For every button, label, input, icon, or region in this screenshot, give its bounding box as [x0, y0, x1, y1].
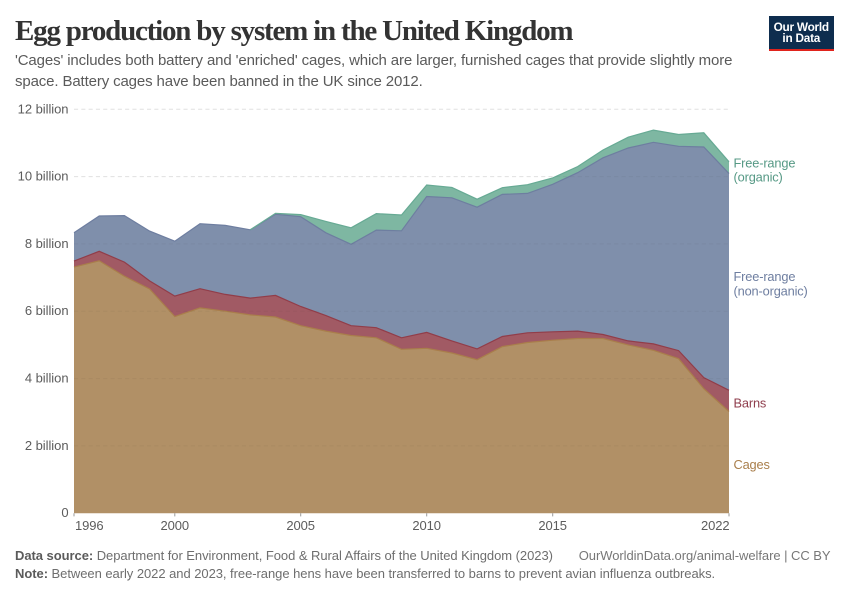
svg-text:1996: 1996	[75, 518, 104, 533]
svg-text:(organic): (organic)	[734, 170, 783, 185]
svg-text:Cages: Cages	[734, 457, 770, 472]
svg-text:Barns: Barns	[734, 396, 767, 411]
svg-text:4 billion: 4 billion	[25, 371, 69, 386]
svg-text:2010: 2010	[412, 518, 441, 533]
svg-text:10 billion: 10 billion	[18, 169, 69, 184]
svg-text:2015: 2015	[538, 518, 567, 533]
svg-text:12 billion: 12 billion	[18, 101, 69, 116]
svg-text:6 billion: 6 billion	[25, 303, 69, 318]
svg-text:2 billion: 2 billion	[25, 438, 69, 453]
svg-text:8 billion: 8 billion	[25, 236, 69, 251]
svg-text:Free-range: Free-range	[734, 269, 796, 284]
svg-text:0: 0	[61, 505, 68, 520]
svg-text:Free-range: Free-range	[734, 156, 796, 171]
svg-text:2000: 2000	[161, 518, 190, 533]
svg-text:2005: 2005	[286, 518, 315, 533]
svg-text:2022: 2022	[701, 518, 730, 533]
svg-text:(non-organic): (non-organic)	[734, 284, 808, 299]
